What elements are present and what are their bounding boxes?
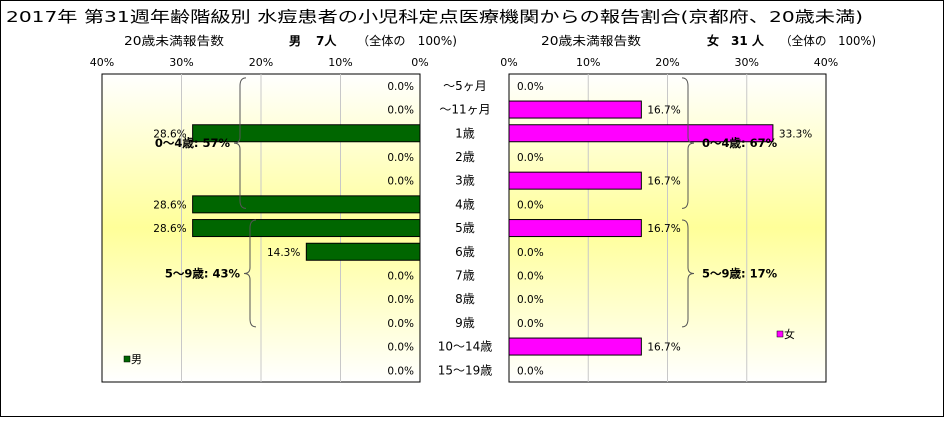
- category-label: 6歳: [455, 245, 475, 259]
- male-value-label: 28.6%: [153, 199, 186, 211]
- female-value-label: 16.7%: [647, 176, 680, 188]
- right-header-count: 31 人: [731, 33, 765, 48]
- male-value-label: 0.0%: [387, 152, 414, 164]
- left-x-tick-label: 0%: [411, 56, 428, 69]
- right-x-tick-label: 10%: [576, 56, 600, 69]
- category-label: 1歳: [455, 126, 475, 140]
- category-label: 5歳: [455, 221, 475, 235]
- left-x-tick-label: 40%: [90, 56, 114, 69]
- female-bar: [508, 124, 774, 143]
- category-label: 3歳: [455, 174, 475, 188]
- age-group-annotation: 0～4歳: 67%: [702, 136, 778, 150]
- female-value-label: 0.0%: [517, 270, 544, 282]
- left-legend-swatch: [123, 355, 131, 363]
- female-value-label: 0.0%: [517, 247, 544, 259]
- left-header-count: 7人: [316, 33, 337, 48]
- age-group-annotations: 0～4歳: 57% 5～9歳: 43% 0～4歳: 67% 5～9歳: 17%: [155, 77, 778, 328]
- bars: [192, 100, 774, 356]
- chart-title: 2017年 第31週年齢階級別 水痘患者の小児科定点医療機関からの報告割合(京都…: [6, 8, 863, 26]
- right-x-tick-label: 20%: [655, 56, 679, 69]
- female-value-label: 0.0%: [517, 199, 544, 211]
- female-bar: [508, 100, 642, 119]
- female-bar: [508, 219, 642, 238]
- female-value-label: 0.0%: [517, 294, 544, 306]
- category-label: 2歳: [455, 150, 475, 164]
- male-value-label: 0.0%: [387, 105, 414, 117]
- age-group-annotation: 5～9歳: 43%: [165, 266, 241, 280]
- age-group-annotation: 0～4歳: 57%: [155, 136, 231, 150]
- female-bar: [508, 171, 642, 190]
- male-value-label: 0.0%: [387, 318, 414, 330]
- left-x-tick-label: 10%: [328, 56, 352, 69]
- male-value-label: 0.0%: [387, 81, 414, 93]
- male-value-label: 0.0%: [387, 176, 414, 188]
- left-x-tick-label: 30%: [169, 56, 193, 69]
- female-value-label: 0.0%: [517, 81, 544, 93]
- right-header-name: 女: [707, 33, 719, 48]
- age-group-bracket: [681, 219, 695, 328]
- category-label: 4歳: [455, 197, 475, 211]
- right-legend-swatch: [776, 330, 784, 338]
- right-x-tick-label: 30%: [735, 56, 759, 69]
- female-value-label: 16.7%: [647, 105, 680, 117]
- age-group-bracket: [243, 219, 257, 328]
- female-value-label: 0.0%: [517, 318, 544, 330]
- male-value-label: 28.6%: [153, 223, 186, 235]
- male-value-label: 28.6%: [153, 128, 186, 140]
- left-axis-label: 20歳未満報告数: [124, 33, 224, 48]
- male-value-label: 0.0%: [387, 365, 414, 377]
- female-bar: [508, 337, 642, 356]
- male-bar: [192, 219, 421, 238]
- male-value-label: 0.0%: [387, 270, 414, 282]
- left-header-name: 男: [289, 34, 301, 48]
- right-legend-label: 女: [784, 327, 795, 341]
- age-group-bracket: [681, 77, 695, 209]
- female-value-label: 16.7%: [647, 223, 680, 235]
- male-bar: [305, 242, 421, 261]
- category-label: 9歳: [455, 316, 475, 330]
- female-value-label: 0.0%: [517, 152, 544, 164]
- value-labels: 0.0% 0.0% 28.6% 0.0% 0.0% 28.6% 28.6% 14.3% 0.0%…: [153, 81, 812, 377]
- left-x-tick-label: 20%: [249, 56, 273, 69]
- age-group-bracket: [233, 77, 247, 209]
- right-x-tick-label: 0%: [500, 56, 517, 69]
- right-header-total: （全体の 100%): [780, 33, 876, 48]
- tick-labels: 0% 0% 10% 10% 20% 20% 30% 30% 40% 40%: [90, 56, 838, 69]
- age-group-annotation: 5～9歳: 17%: [702, 266, 778, 280]
- category-label: 7歳: [455, 268, 475, 282]
- category-label: 15～19歳: [438, 363, 493, 377]
- category-label: ～5ヶ月: [443, 79, 487, 93]
- left-legend-label: 男: [131, 353, 142, 366]
- category-labels: ～5ヶ月 ～11ヶ月 1歳 2歳 3歳 4歳 5歳 6歳 7歳 8歳 9歳 10～14歳 15～19歳: [438, 79, 493, 377]
- left-header-total: （全体の 100%): [357, 33, 457, 48]
- right-axis-label: 20歳未満報告数: [541, 33, 641, 48]
- male-value-label: 0.0%: [387, 342, 414, 354]
- category-label: ～11ヶ月: [439, 103, 490, 117]
- male-value-label: 14.3%: [267, 247, 300, 259]
- male-bar: [192, 195, 421, 214]
- right-x-tick-label: 40%: [814, 56, 838, 69]
- female-value-label: 33.3%: [779, 128, 812, 140]
- male-value-label: 0.0%: [387, 294, 414, 306]
- male-bar: [192, 124, 421, 143]
- female-value-label: 0.0%: [517, 365, 544, 377]
- female-value-label: 16.7%: [647, 342, 680, 354]
- category-label: 8歳: [455, 292, 475, 306]
- category-label: 10～14歳: [438, 340, 493, 354]
